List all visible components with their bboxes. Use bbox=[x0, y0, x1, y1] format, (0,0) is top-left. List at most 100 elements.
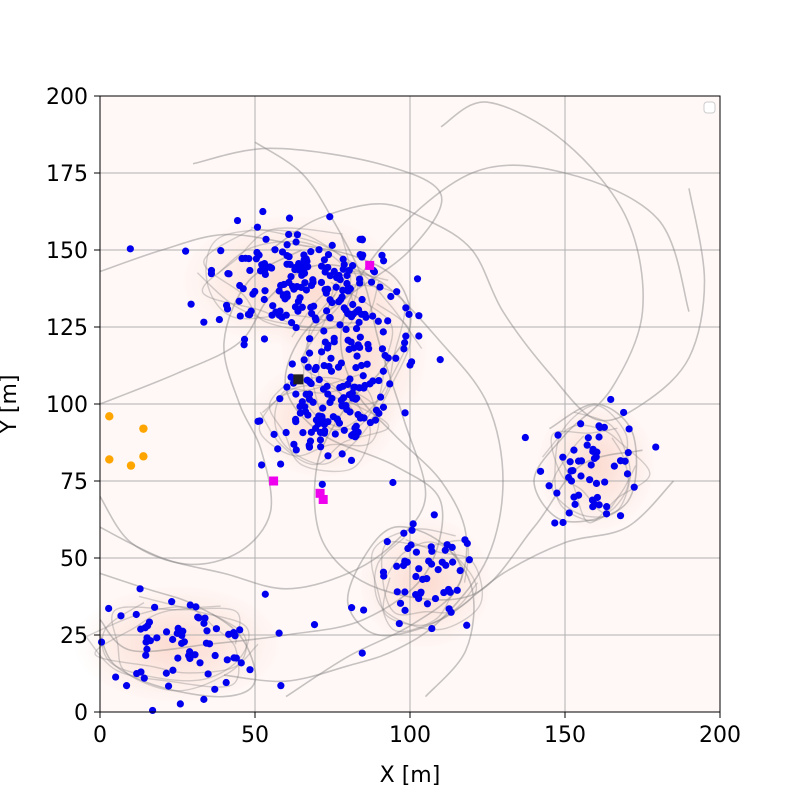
blue-point bbox=[465, 556, 473, 564]
blue-point bbox=[132, 610, 140, 619]
blue-point bbox=[298, 271, 306, 279]
blue-point bbox=[288, 360, 296, 368]
blue-point bbox=[315, 412, 323, 420]
blue-point bbox=[196, 659, 204, 667]
blue-point bbox=[554, 431, 562, 439]
blue-point bbox=[584, 434, 592, 442]
blue-point bbox=[361, 310, 369, 318]
blue-point bbox=[363, 360, 371, 368]
blue-point bbox=[336, 383, 344, 392]
blue-point bbox=[283, 292, 291, 301]
blue-point bbox=[292, 390, 300, 398]
blue-point bbox=[415, 594, 423, 603]
blue-point bbox=[260, 335, 269, 343]
blue-point bbox=[367, 278, 376, 286]
blue-point bbox=[235, 297, 243, 305]
blue-point bbox=[346, 375, 354, 383]
blue-point bbox=[335, 419, 344, 427]
blue-point bbox=[149, 706, 157, 715]
blue-point bbox=[301, 279, 309, 287]
blue-point bbox=[348, 389, 356, 397]
blue-point bbox=[212, 625, 221, 633]
cluster-loop-5-0 bbox=[111, 606, 259, 692]
blue-point bbox=[326, 398, 334, 407]
blue-point bbox=[200, 695, 208, 703]
blue-point bbox=[577, 420, 585, 428]
blue-point bbox=[405, 310, 413, 318]
blue-point bbox=[327, 367, 336, 375]
blue-point bbox=[377, 393, 385, 401]
blue-point bbox=[307, 248, 315, 256]
blue-point bbox=[249, 290, 257, 298]
blue-point bbox=[292, 238, 300, 246]
blue-point bbox=[318, 480, 326, 488]
blue-point bbox=[307, 428, 315, 436]
blue-point bbox=[283, 241, 291, 249]
blue-point bbox=[342, 306, 350, 314]
blue-point bbox=[443, 541, 451, 549]
blue-point bbox=[145, 618, 154, 626]
blue-point bbox=[186, 601, 194, 609]
blue-point bbox=[317, 443, 325, 451]
cluster-loop-4-0 bbox=[554, 404, 637, 522]
blue-point bbox=[387, 292, 395, 301]
blue-point bbox=[415, 312, 423, 320]
cluster-loop-3-0 bbox=[380, 539, 479, 616]
blue-point bbox=[623, 470, 632, 478]
blue-point bbox=[283, 383, 291, 391]
trajectory-9 bbox=[346, 480, 675, 698]
blue-point bbox=[386, 380, 394, 388]
blue-point bbox=[352, 364, 360, 372]
blue-point bbox=[126, 245, 134, 253]
blue-point bbox=[261, 590, 269, 598]
blue-point bbox=[237, 659, 245, 667]
blue-point bbox=[402, 332, 410, 340]
blue-point bbox=[328, 299, 336, 307]
blue-point bbox=[427, 560, 436, 568]
blue-point bbox=[630, 483, 638, 491]
blue-point bbox=[587, 461, 595, 469]
blue-point bbox=[603, 503, 611, 511]
blue-point bbox=[553, 489, 561, 497]
blue-point bbox=[344, 287, 353, 295]
blue-point bbox=[463, 621, 471, 629]
blue-point bbox=[300, 356, 308, 364]
blue-point bbox=[277, 281, 285, 290]
magenta-marker bbox=[365, 260, 375, 270]
y-axis-label: Y [m] bbox=[0, 374, 22, 434]
blue-point bbox=[607, 395, 615, 404]
blue-point bbox=[340, 394, 348, 402]
blue-point bbox=[356, 333, 364, 341]
blue-point bbox=[384, 317, 392, 325]
blue-point bbox=[600, 423, 608, 431]
blue-point bbox=[274, 445, 282, 453]
blue-point bbox=[574, 491, 583, 499]
blue-point bbox=[352, 324, 361, 333]
blue-point bbox=[112, 673, 120, 681]
blue-point bbox=[616, 512, 625, 520]
blue-point bbox=[176, 700, 184, 708]
blue-point bbox=[402, 304, 410, 312]
blue-point bbox=[447, 608, 455, 616]
blue-point bbox=[345, 266, 353, 274]
blue-point bbox=[354, 306, 363, 314]
blue-point bbox=[404, 544, 412, 553]
blue-point bbox=[277, 682, 285, 690]
blue-point bbox=[143, 645, 151, 653]
blue-point bbox=[574, 457, 583, 465]
blue-point bbox=[140, 674, 148, 682]
blue-point bbox=[314, 420, 322, 428]
blue-point bbox=[266, 263, 274, 271]
blue-point bbox=[393, 562, 401, 570]
black-marker bbox=[293, 374, 304, 385]
blue-point bbox=[162, 669, 170, 677]
legend-box bbox=[703, 101, 716, 114]
blue-point bbox=[317, 348, 326, 356]
point-layer bbox=[97, 207, 660, 715]
blue-point bbox=[340, 426, 348, 434]
blue-point bbox=[122, 682, 131, 690]
blue-point bbox=[285, 253, 293, 261]
blue-point bbox=[276, 307, 284, 315]
blue-point bbox=[287, 373, 295, 381]
